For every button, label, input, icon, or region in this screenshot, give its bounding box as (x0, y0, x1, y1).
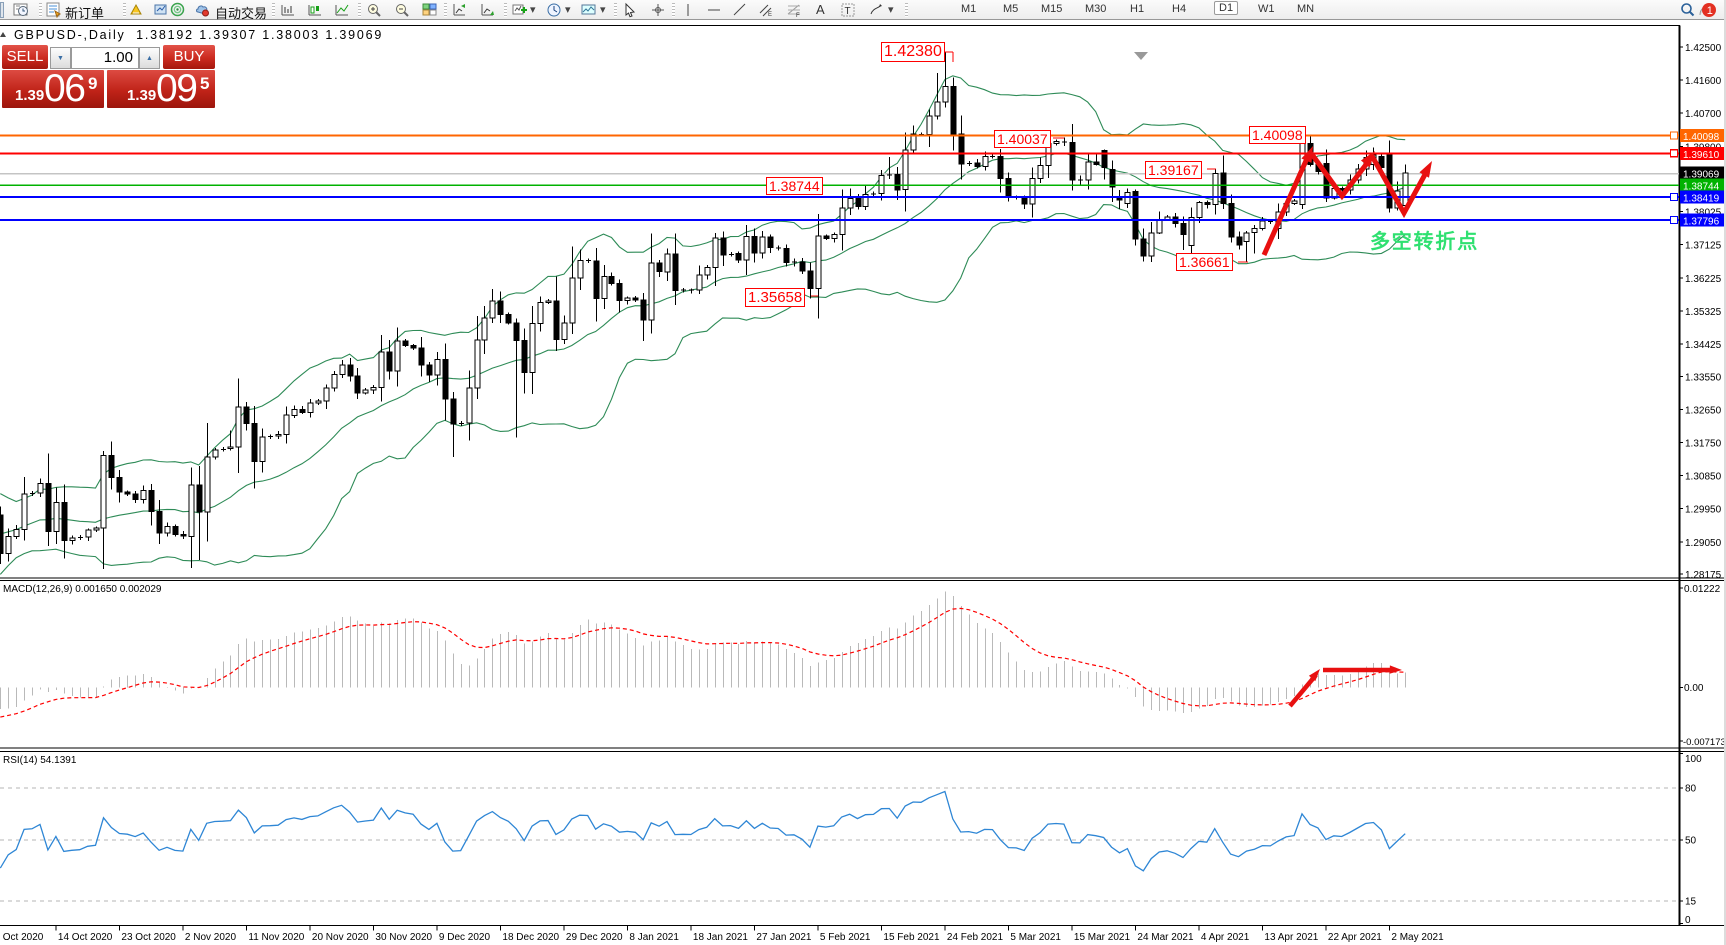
svg-text:9 Dec 2020: 9 Dec 2020 (439, 932, 491, 943)
svg-text:RSI(14) 54.1391: RSI(14) 54.1391 (3, 755, 77, 766)
svg-text:15 Feb 2021: 15 Feb 2021 (883, 932, 940, 943)
svg-text:F: F (796, 13, 800, 18)
svg-text:1.37125: 1.37125 (1685, 241, 1722, 252)
svg-text:1.28175: 1.28175 (1685, 570, 1722, 581)
svg-text:E: E (768, 12, 772, 18)
svg-text:23 Oct 2020: 23 Oct 2020 (121, 932, 176, 943)
svg-text:8 Jan 2021: 8 Jan 2021 (629, 932, 679, 943)
svg-text:1.30850: 1.30850 (1685, 472, 1722, 483)
svg-text:24 Feb 2021: 24 Feb 2021 (947, 932, 1004, 943)
svg-text:MACD(12,26,9) 0.001650 0.00202: MACD(12,26,9) 0.001650 0.002029 (3, 584, 162, 595)
svg-text:1.40700: 1.40700 (1685, 109, 1722, 120)
svg-text:50: 50 (1685, 836, 1697, 847)
svg-text:1.34425: 1.34425 (1685, 340, 1722, 351)
svg-text:1.35325: 1.35325 (1685, 307, 1722, 318)
svg-text:1.38419: 1.38419 (1683, 194, 1720, 205)
svg-text:1.38744: 1.38744 (1683, 182, 1720, 193)
svg-text:5 Mar 2021: 5 Mar 2021 (1010, 932, 1061, 943)
svg-text:1.38025: 1.38025 (1685, 208, 1722, 219)
svg-text:13 Apr 2021: 13 Apr 2021 (1264, 932, 1318, 943)
svg-text:24 Mar 2021: 24 Mar 2021 (1137, 932, 1194, 943)
svg-text:30 Nov 2020: 30 Nov 2020 (375, 932, 432, 943)
svg-text:0.01222: 0.01222 (1684, 584, 1721, 595)
svg-text:4 Apr 2021: 4 Apr 2021 (1201, 932, 1250, 943)
svg-text:0.00: 0.00 (1684, 683, 1704, 694)
svg-text:1.31750: 1.31750 (1685, 438, 1722, 449)
svg-text:1.32650: 1.32650 (1685, 405, 1722, 416)
svg-text:T: T (845, 6, 851, 17)
svg-text:2 May 2021: 2 May 2021 (1391, 932, 1444, 943)
svg-text:5 Oct 2020: 5 Oct 2020 (0, 932, 44, 943)
svg-text:1.39610: 1.39610 (1683, 150, 1720, 161)
svg-text:29 Dec 2020: 29 Dec 2020 (566, 932, 623, 943)
svg-text:1: 1 (1707, 5, 1713, 17)
svg-text:1.29050: 1.29050 (1685, 538, 1722, 549)
svg-text:1.40098: 1.40098 (1683, 132, 1720, 143)
svg-text:100: 100 (1685, 754, 1702, 765)
svg-text:1.41600: 1.41600 (1685, 76, 1722, 87)
svg-text:1.42500: 1.42500 (1685, 43, 1722, 54)
svg-text:-0.007173: -0.007173 (1683, 737, 1726, 748)
svg-text:20 Nov 2020: 20 Nov 2020 (312, 932, 369, 943)
svg-text:0: 0 (1685, 915, 1691, 926)
svg-text:80: 80 (1685, 784, 1697, 795)
svg-text:27 Jan 2021: 27 Jan 2021 (756, 932, 811, 943)
svg-text:22 Apr 2021: 22 Apr 2021 (1328, 932, 1382, 943)
svg-text:1.29950: 1.29950 (1685, 505, 1722, 516)
svg-text:15 Mar 2021: 15 Mar 2021 (1074, 932, 1131, 943)
svg-text:1.33550: 1.33550 (1685, 372, 1722, 383)
svg-text:2 Nov 2020: 2 Nov 2020 (185, 932, 237, 943)
svg-text:1.39069: 1.39069 (1683, 170, 1720, 181)
svg-text:11 Nov 2020: 11 Nov 2020 (248, 932, 304, 943)
svg-text:18 Jan 2021: 18 Jan 2021 (693, 932, 748, 943)
svg-text:14 Oct 2020: 14 Oct 2020 (58, 932, 113, 943)
svg-text:1.36225: 1.36225 (1685, 274, 1722, 285)
svg-text:15: 15 (1685, 896, 1697, 907)
svg-text:5 Feb 2021: 5 Feb 2021 (820, 932, 871, 943)
svg-text:1.37796: 1.37796 (1683, 217, 1720, 228)
svg-text:18 Dec 2020: 18 Dec 2020 (502, 932, 559, 943)
